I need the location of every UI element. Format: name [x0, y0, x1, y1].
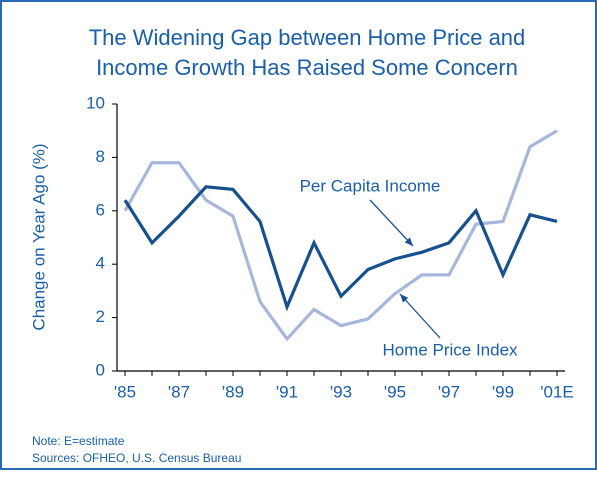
- frame: [0, 0, 597, 470]
- x-tick-label: '99: [492, 382, 514, 401]
- y-tick-label: 2: [96, 307, 105, 326]
- arrow-head: [400, 294, 409, 303]
- note: Sources: OFHEO, U.S. Census Bureau: [32, 451, 241, 465]
- x-tick-label: '87: [168, 382, 190, 401]
- x-tick-label: '91: [276, 382, 298, 401]
- y-tick-label: 4: [96, 254, 105, 273]
- chart-title: The Widening Gap between Home Price and: [89, 25, 526, 50]
- x-tick-label: '93: [330, 382, 352, 401]
- series-line: [123, 185, 558, 312]
- y-axis-label: Change on Year Ago (%): [29, 143, 48, 330]
- y-tick-label: 0: [96, 360, 105, 379]
- note: Note: E=estimate: [32, 434, 125, 448]
- series-line: [123, 129, 558, 342]
- x-tick-label: '01E: [540, 382, 574, 401]
- x-tick-label: '97: [438, 382, 460, 401]
- series-label: Home Price Index: [382, 340, 518, 359]
- x-tick-label: '95: [384, 382, 406, 401]
- arrow-head: [404, 237, 413, 246]
- y-tick-label: 10: [86, 93, 105, 112]
- chart-title: Income Growth Has Raised Some Concern: [96, 55, 518, 80]
- x-tick-label: '89: [222, 382, 244, 401]
- y-tick-label: 6: [96, 200, 105, 219]
- x-tick-label: '85: [114, 382, 136, 401]
- annotation-arrow: [399, 293, 441, 339]
- y-tick-label: 8: [96, 147, 105, 166]
- annotation-arrow: [369, 199, 414, 247]
- series-label: Per Capita Income: [300, 176, 441, 195]
